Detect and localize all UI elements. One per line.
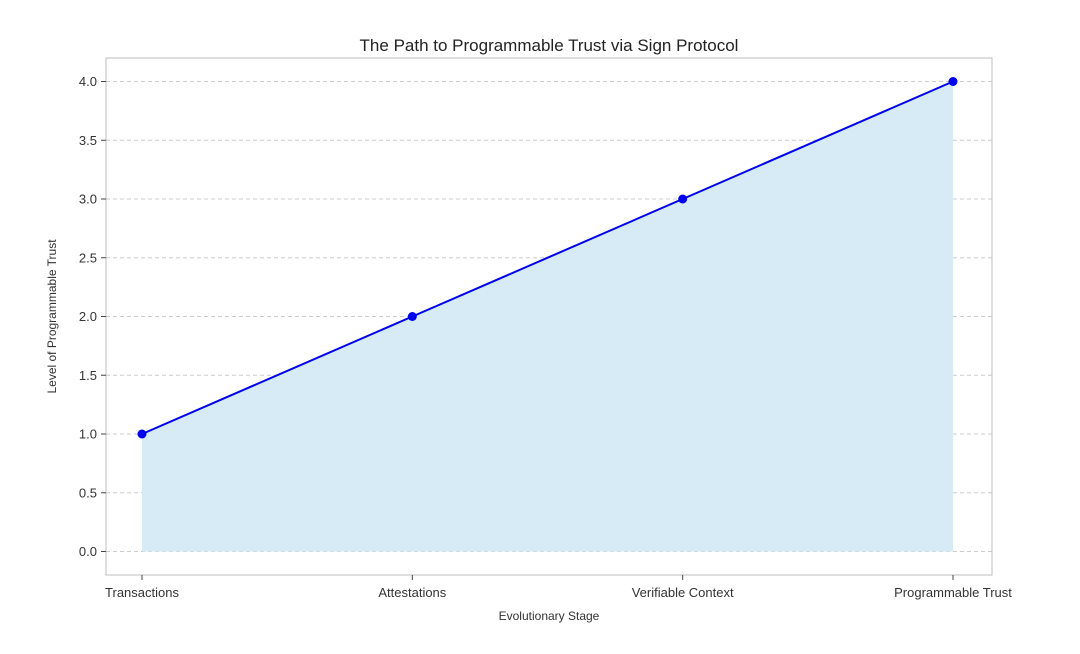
y-tick-label: 2.5: [79, 250, 97, 265]
y-tick-label: 3.5: [79, 133, 97, 148]
y-tick-label: 0.5: [79, 485, 97, 500]
x-tick-label: Transactions: [105, 585, 179, 600]
x-tick-label: Verifiable Context: [632, 585, 734, 600]
x-axis-ticks: Transactions Attestations Verifiable Conte…: [105, 575, 1012, 600]
y-tick-label: 2.0: [79, 309, 97, 324]
x-tick-label: Programmable Trust: [894, 585, 1012, 600]
y-axis-label: Level of Programmable Trust: [45, 239, 59, 394]
chart-title: The Path to Programmable Trust via Sign …: [360, 36, 739, 55]
y-axis-ticks: 0.0 0.5 1.0 1.5 2.0 2.5 3.0 3.5 4.0: [79, 74, 106, 559]
data-point: [407, 312, 417, 321]
data-point: [137, 429, 147, 439]
y-tick-label: 0.0: [79, 544, 97, 559]
y-tick-label: 1.5: [79, 368, 97, 383]
y-tick-label: 4.0: [79, 74, 97, 89]
x-tick-label: Attestations: [378, 585, 446, 600]
y-tick-label: 1.0: [79, 427, 97, 442]
area-fill: [142, 81, 953, 552]
data-points: [137, 77, 958, 439]
series-line: [141, 80, 954, 435]
data-point: [948, 77, 958, 86]
y-tick-label: 3.0: [79, 192, 97, 207]
x-axis-label: Evolutionary Stage: [499, 609, 600, 623]
data-point: [678, 194, 688, 204]
